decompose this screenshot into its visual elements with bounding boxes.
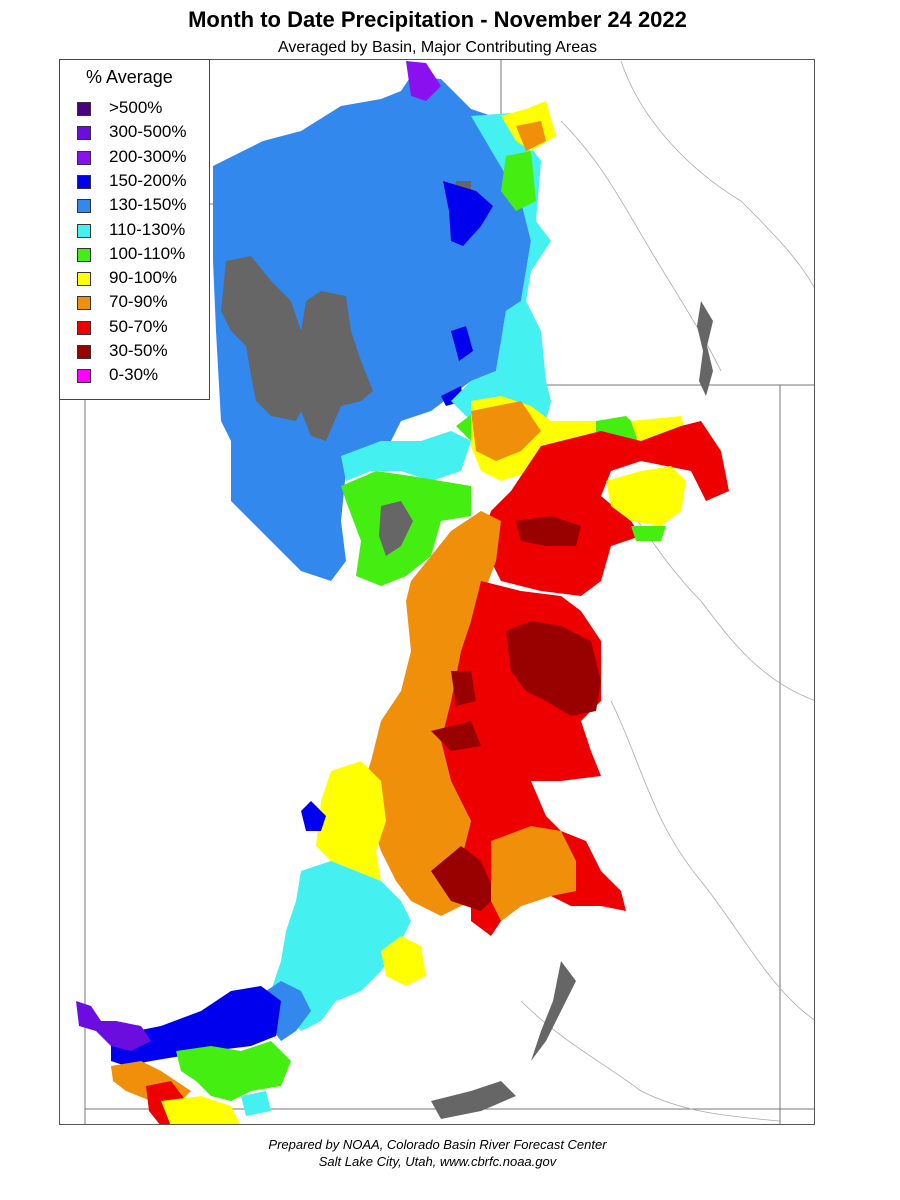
- legend-swatch: [77, 174, 91, 189]
- basin-cyan-sw: [241, 1091, 271, 1116]
- river-lines: [520, 60, 814, 1122]
- footer-line-2: Salt Lake City, Utah, www.cbrfc.noaa.gov: [318, 1154, 557, 1169]
- great-salt-lake: [221, 256, 373, 441]
- legend-label: 30-50%: [109, 341, 168, 360]
- legend-item: 0-30%: [77, 365, 207, 389]
- river-line: [620, 60, 814, 289]
- basin-green-white: [631, 526, 666, 541]
- basin-yellow-sevier: [316, 761, 386, 881]
- basin-orange-dolores: [491, 826, 576, 921]
- lake-powell-south: [431, 1081, 516, 1119]
- legend-swatch: [77, 345, 91, 359]
- legend-item: 100-110%: [77, 244, 207, 268]
- basin-yellow-white: [606, 466, 686, 526]
- basin-cyan-uinta: [341, 431, 471, 481]
- basin-darkblue-1: [443, 181, 493, 246]
- legend-label: 70-90%: [109, 292, 168, 312]
- legend-swatch: [77, 369, 91, 384]
- water-features: [431, 301, 713, 1119]
- legend-item: 130-150%: [77, 195, 207, 219]
- legend-item: 150-200%: [77, 171, 207, 195]
- legend-swatch: [77, 272, 91, 287]
- lake-powell: [531, 961, 576, 1061]
- legend-swatch: [77, 247, 91, 262]
- basin-darkred-3: [431, 721, 481, 751]
- legend-title: % Average: [86, 67, 173, 87]
- basin-red-yampa: [481, 421, 729, 596]
- basin-orange-wyoming: [516, 121, 546, 151]
- basin-green-wyoming: [501, 151, 536, 211]
- legend-swatch: [77, 102, 91, 116]
- legend-label: 150-200%: [109, 170, 187, 190]
- reservoir: [697, 301, 713, 396]
- basin-darkred-1: [506, 621, 601, 716]
- legend-item: 30-50%: [77, 341, 207, 365]
- legend-item: 110-130%: [77, 220, 207, 244]
- legend-label: 100-110%: [109, 243, 186, 263]
- basin-orange-uinta-top: [471, 401, 541, 461]
- basin-green-sw: [176, 1041, 291, 1101]
- legend-label: 300-500%: [109, 122, 187, 142]
- legend-item: 50-70%: [77, 317, 207, 341]
- legend-label: 200-300%: [109, 146, 187, 166]
- basin-cyan-south: [271, 861, 411, 1031]
- map-subtitle: Averaged by Basin, Major Contributing Ar…: [278, 39, 597, 56]
- basin-purple-north: [406, 61, 441, 101]
- basin-purple-sw: [76, 1001, 151, 1051]
- map-frame: [59, 59, 815, 1125]
- legend-swatch: [77, 320, 91, 335]
- basin-darkred-5: [451, 671, 476, 706]
- legend-label: 130-150%: [109, 195, 187, 215]
- legend-item: 300-500%: [77, 122, 207, 146]
- map-title: Month to Date Precipitation - November 2…: [188, 7, 687, 32]
- basin-orange-green: [361, 511, 501, 916]
- legend-label: >500%: [109, 98, 163, 117]
- legend-label: 0-30%: [109, 365, 159, 385]
- map-footer: Prepared by NOAA, Colorado Basin River F…: [0, 1136, 875, 1170]
- basin-darkblue-2: [451, 326, 473, 361]
- legend-item: 70-90%: [77, 292, 207, 316]
- basin-blue-sevier: [301, 801, 326, 831]
- legend-label: 110-130%: [109, 219, 186, 239]
- utah-lake: [379, 501, 413, 556]
- map-legend: % Average >500% 300-500% 200-300% 150-200% 1…: [59, 59, 210, 400]
- basin-darkred-4: [431, 846, 496, 911]
- legend-label: 90-100%: [109, 268, 178, 288]
- legend-item: 200-300%: [77, 147, 207, 171]
- legend-swatch: [77, 150, 91, 165]
- footer-line-1: Prepared by NOAA, Colorado Basin River F…: [268, 1137, 607, 1152]
- basin-yellow-sw: [161, 1096, 240, 1124]
- legend-item: 90-100%: [77, 268, 207, 292]
- river-line: [610, 700, 814, 1021]
- legend-swatch: [77, 296, 91, 311]
- legend-item: >500%: [77, 98, 207, 122]
- legend-swatch: [77, 126, 91, 141]
- river-line: [560, 120, 722, 372]
- basin-darkblue-sw: [111, 986, 281, 1066]
- legend-swatch: [77, 223, 91, 238]
- legend-swatch: [77, 199, 91, 214]
- legend-label: 50-70%: [109, 316, 168, 336]
- basin-map: [60, 60, 814, 1124]
- basin-yellow-south: [381, 936, 426, 986]
- river-line: [520, 1000, 781, 1122]
- basin-darkred-2: [516, 516, 581, 546]
